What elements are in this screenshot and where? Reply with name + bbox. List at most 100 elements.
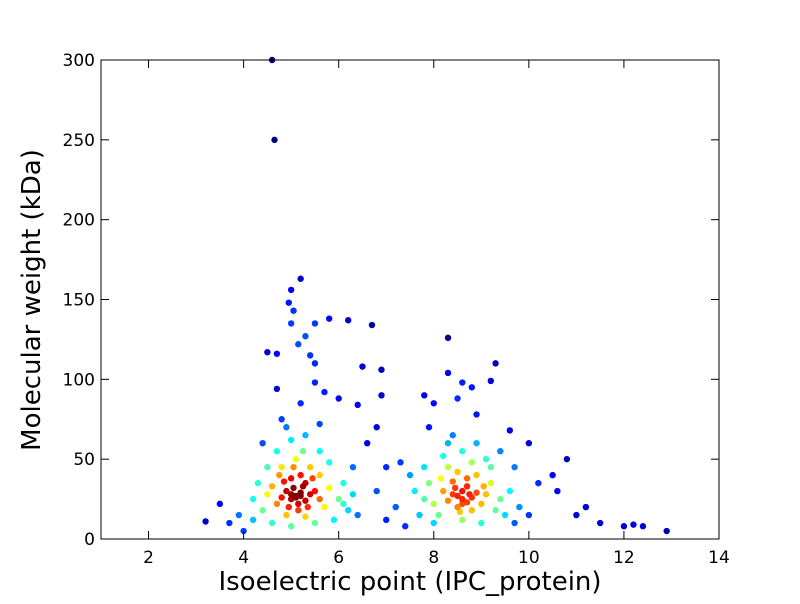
- scatter-point: [302, 513, 309, 520]
- x-tick-label: 6: [333, 548, 344, 568]
- scatter-point: [473, 440, 480, 447]
- scatter-point: [325, 484, 333, 492]
- scatter-point: [525, 511, 533, 519]
- scatter-point: [290, 463, 297, 471]
- scatter-point: [454, 492, 461, 500]
- scatter-point: [459, 379, 466, 386]
- scatter-point: [354, 401, 361, 409]
- scatter-point: [487, 463, 495, 471]
- scatter-point: [226, 519, 233, 527]
- scatter-point: [283, 487, 290, 495]
- scatter-point: [373, 424, 380, 431]
- y-tick-label: 300: [63, 51, 95, 71]
- scatter-point: [349, 491, 357, 498]
- scatter-point: [451, 484, 459, 492]
- scatter-point: [335, 395, 342, 402]
- scatter-point: [235, 511, 243, 519]
- scatter-point: [249, 495, 257, 503]
- scatter-point: [354, 511, 361, 519]
- scatter-point: [497, 495, 504, 503]
- scatter-point: [273, 385, 281, 393]
- scatter-point: [295, 500, 302, 508]
- scatter-point: [421, 495, 428, 503]
- scatter-point: [280, 478, 288, 485]
- scatter-point: [309, 475, 316, 482]
- x-tick-label: 4: [238, 548, 249, 568]
- scatter-point: [582, 503, 590, 511]
- scatter-point: [425, 479, 433, 487]
- scatter-point: [463, 483, 471, 490]
- scatter-point: [392, 503, 399, 511]
- scatter-point: [573, 511, 580, 519]
- scatter-point: [397, 459, 404, 466]
- x-tick-label: 2: [143, 548, 154, 568]
- y-tick-label: 50: [73, 450, 95, 470]
- scatter-point: [306, 491, 314, 498]
- scatter-point: [478, 500, 485, 508]
- scatter-point: [421, 463, 428, 471]
- scatter-point: [290, 484, 297, 492]
- scatter-point: [278, 416, 285, 423]
- scatter-point: [321, 388, 328, 396]
- scatter-point: [287, 436, 295, 444]
- scatter-point: [259, 507, 266, 514]
- scatter-point: [287, 320, 295, 327]
- scatter-point: [287, 475, 295, 482]
- scatter-point: [297, 471, 304, 479]
- scatter-point: [468, 384, 475, 391]
- scatter-point: [316, 495, 323, 503]
- scatter-point: [373, 487, 380, 495]
- scatter-point: [416, 511, 423, 519]
- scatter-point: [466, 491, 473, 498]
- scatter-point: [444, 497, 452, 504]
- scatter-point: [368, 321, 376, 329]
- scatter-point: [297, 275, 304, 282]
- scatter-point: [345, 317, 352, 324]
- scatter-point: [340, 479, 347, 487]
- scatter-point: [383, 516, 390, 524]
- scatter-point: [454, 503, 461, 511]
- y-tick-label: 100: [63, 370, 95, 390]
- scatter-point: [325, 459, 333, 466]
- scatter-point: [378, 366, 385, 373]
- scatter-point: [340, 500, 347, 508]
- scatter-point: [276, 471, 283, 479]
- y-tick-label: 150: [63, 291, 95, 311]
- scatter-point: [444, 334, 452, 342]
- scatter-point: [554, 487, 561, 495]
- scatter-point: [492, 360, 499, 367]
- y-tick-label: 0: [84, 530, 95, 550]
- scatter-point: [321, 503, 328, 511]
- scatter-point: [459, 516, 466, 524]
- scatter-point: [378, 392, 385, 399]
- scatter-point: [325, 315, 333, 322]
- scatter-point: [435, 511, 442, 519]
- scatter-point: [516, 503, 523, 511]
- scatter-point: [440, 452, 447, 460]
- x-tick-label: 10: [518, 548, 540, 568]
- scatter-point: [297, 400, 304, 407]
- scatter-point: [264, 348, 271, 356]
- scatter-point: [468, 459, 475, 466]
- scatter-point: [535, 479, 542, 487]
- scatter-point: [630, 521, 637, 528]
- y-tick-label: 250: [63, 131, 95, 151]
- scatter-point: [285, 503, 292, 511]
- scatter-point: [639, 523, 647, 530]
- scatter-point: [283, 424, 290, 431]
- scatter-point: [335, 495, 342, 503]
- scatter-point: [402, 523, 409, 530]
- scatter-point: [268, 483, 276, 490]
- scatter-point: [497, 447, 504, 455]
- scatter-point: [264, 491, 271, 498]
- x-tick-label: 12: [613, 548, 635, 568]
- scatter-point: [473, 471, 480, 479]
- scatter-point: [425, 424, 433, 431]
- scatter-point: [311, 320, 319, 327]
- scatter-point: [316, 447, 323, 455]
- scatter-point: [299, 447, 307, 455]
- scatter-point: [444, 440, 452, 447]
- scatter-point: [473, 411, 480, 418]
- scatter-point: [216, 500, 224, 508]
- scatter-point: [295, 507, 302, 514]
